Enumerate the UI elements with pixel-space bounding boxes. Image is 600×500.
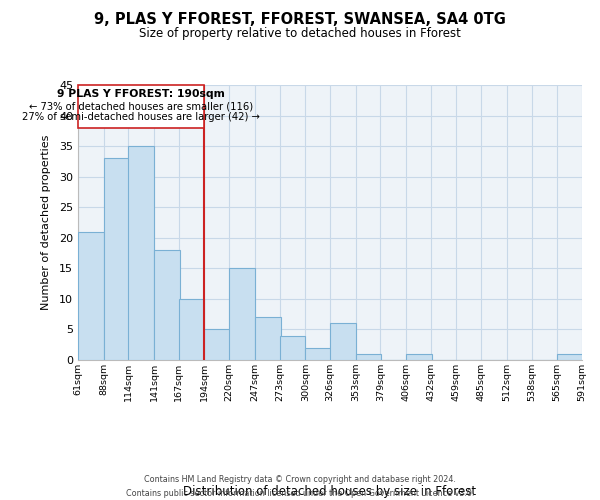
- Y-axis label: Number of detached properties: Number of detached properties: [41, 135, 50, 310]
- Text: ← 73% of detached houses are smaller (116): ← 73% of detached houses are smaller (11…: [29, 102, 253, 112]
- Bar: [78, 85, 205, 128]
- Text: Contains HM Land Registry data © Crown copyright and database right 2024.
Contai: Contains HM Land Registry data © Crown c…: [126, 476, 474, 498]
- Bar: [280, 336, 305, 360]
- Bar: [356, 354, 382, 360]
- Bar: [255, 317, 281, 360]
- Bar: [128, 146, 154, 360]
- Text: 27% of semi-detached houses are larger (42) →: 27% of semi-detached houses are larger (…: [22, 112, 260, 122]
- Bar: [557, 354, 583, 360]
- Text: 9 PLAS Y FFOREST: 190sqm: 9 PLAS Y FFOREST: 190sqm: [58, 90, 225, 100]
- Bar: [406, 354, 432, 360]
- Bar: [205, 330, 230, 360]
- Bar: [330, 324, 356, 360]
- Bar: [154, 250, 180, 360]
- Text: 9, PLAS Y FFOREST, FFOREST, SWANSEA, SA4 0TG: 9, PLAS Y FFOREST, FFOREST, SWANSEA, SA4…: [94, 12, 506, 28]
- Bar: [104, 158, 130, 360]
- X-axis label: Distribution of detached houses by size in Fforest: Distribution of detached houses by size …: [184, 484, 476, 498]
- Bar: [229, 268, 255, 360]
- Bar: [179, 299, 205, 360]
- Bar: [78, 232, 104, 360]
- Text: Size of property relative to detached houses in Fforest: Size of property relative to detached ho…: [139, 28, 461, 40]
- Bar: [305, 348, 331, 360]
